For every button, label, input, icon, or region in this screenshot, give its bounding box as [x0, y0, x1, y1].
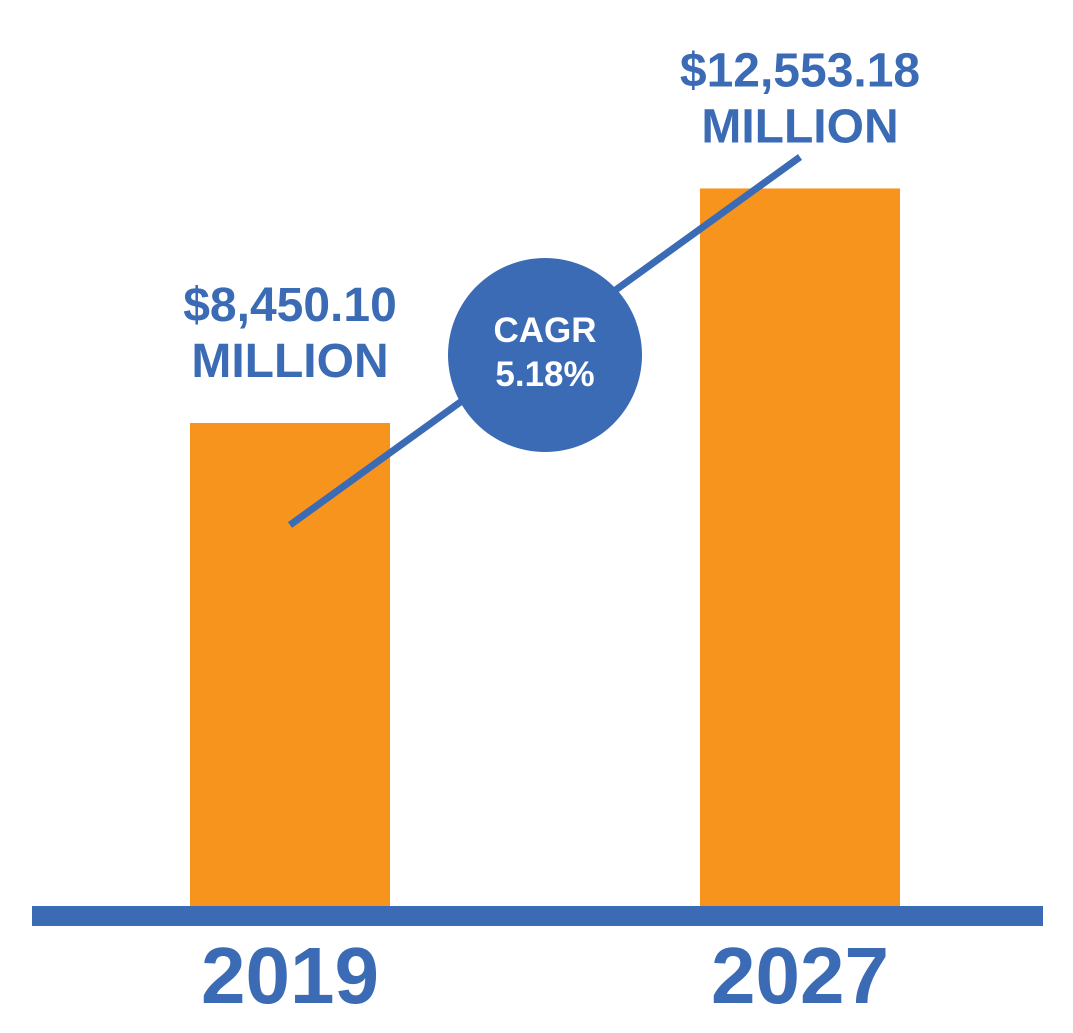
bar-unit-label-2027: MILLION	[701, 100, 898, 153]
x-tick-label-2027: 2027	[711, 931, 889, 1020]
bars-layer	[190, 188, 900, 906]
x-tick-label-2019: 2019	[201, 931, 379, 1020]
cagr-badge	[448, 258, 642, 452]
bar-2019	[190, 422, 390, 906]
labels-layer: $8,450.10MILLION2019$12,553.18MILLION202…	[183, 44, 920, 1020]
cagr-badge-label: CAGR	[493, 311, 596, 350]
cagr-badge-value: 5.18%	[495, 355, 594, 394]
bar-value-label-2019: $8,450.10	[183, 279, 397, 332]
bar-value-label-2027: $12,553.18	[680, 44, 920, 97]
bar-unit-label-2019: MILLION	[191, 335, 388, 388]
bar-2027	[700, 188, 900, 906]
